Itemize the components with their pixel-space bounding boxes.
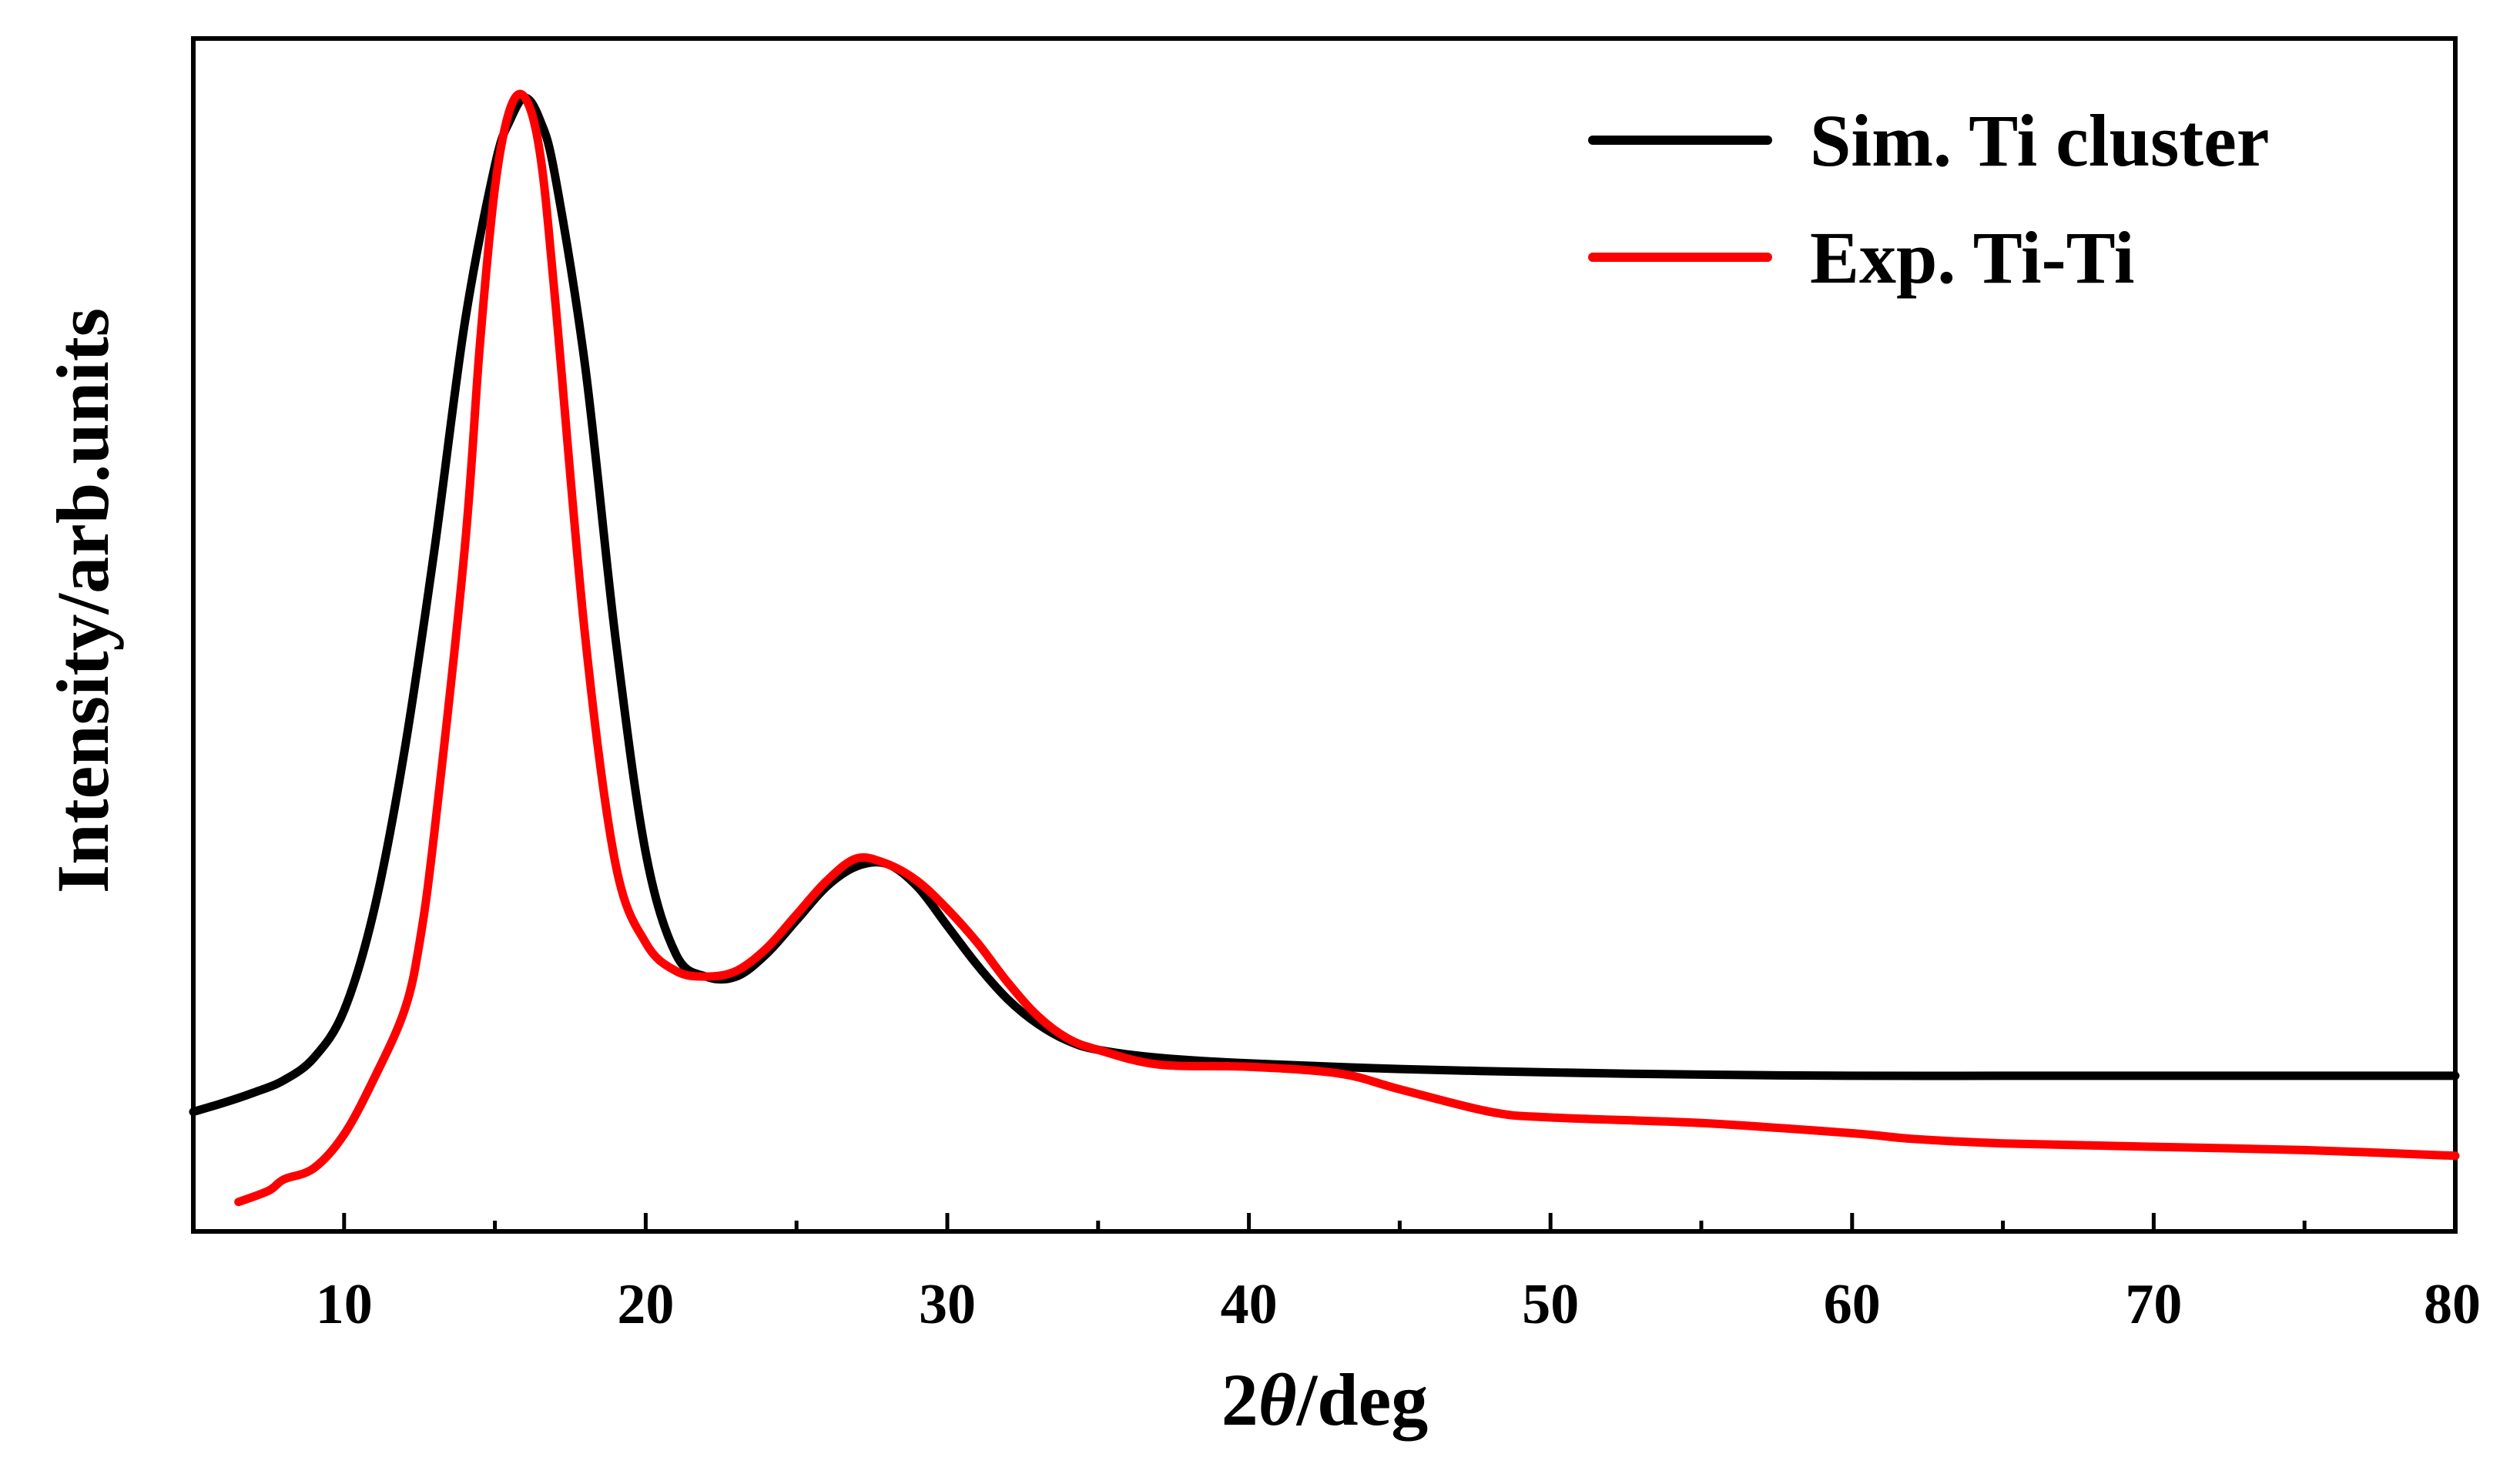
series-line-sim-ti-cluster [189,93,2460,1117]
x-axis-ticks: 10 20 30 40 50 60 70 80 [316,1213,2481,1336]
x-axis-title-unit: /deg [1296,1358,1429,1441]
x-axis-title-symbol: θ [1258,1358,1297,1441]
y-axis-title: Intensity/arb.units [42,308,124,893]
x-tick-label: 20 [617,1273,674,1336]
x-tick-label: 60 [1824,1273,1881,1336]
x-tick-label: 10 [316,1273,373,1336]
x-axis-title: 2θ/deg [1221,1358,1429,1441]
legend-label-exp-ti-ti: Exp. Ti-Ti [1810,216,2135,299]
x-tick-label: 30 [919,1273,976,1336]
series-layer [189,89,2460,1207]
x-tick-label: 40 [1221,1273,1278,1336]
x-tick-label: 80 [2424,1273,2481,1336]
x-axis-title-prefix: 2 [1221,1358,1258,1441]
legend-label-sim-ti-cluster: Sim. Ti cluster [1810,99,2269,182]
x-tick-label: 50 [1522,1273,1579,1336]
x-tick-label: 70 [2125,1273,2182,1336]
legend: Sim. Ti cluster Exp. Ti-Ti [1588,99,2269,299]
plot-frame [191,36,2458,1234]
series-line-exp-ti-ti [234,89,2460,1207]
